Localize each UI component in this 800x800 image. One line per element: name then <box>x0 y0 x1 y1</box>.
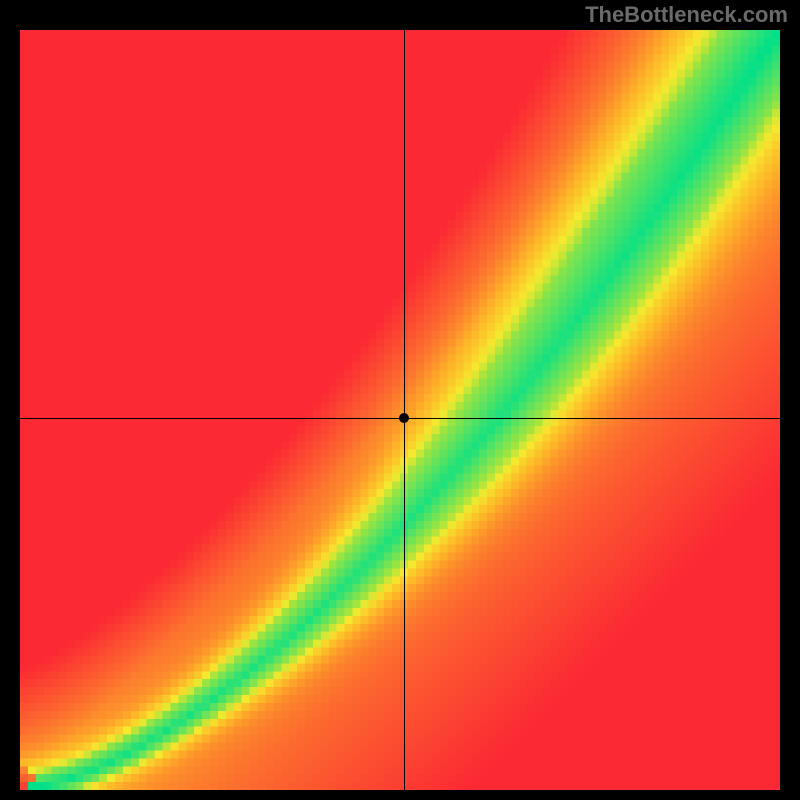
crosshair-marker <box>399 413 409 423</box>
figure-root: { "watermark": { "text": "TheBottleneck.… <box>0 0 800 800</box>
watermark-text: TheBottleneck.com <box>585 2 788 28</box>
heatmap-canvas <box>20 30 780 790</box>
crosshair-vertical <box>404 30 405 790</box>
heatmap-plot <box>20 30 780 790</box>
